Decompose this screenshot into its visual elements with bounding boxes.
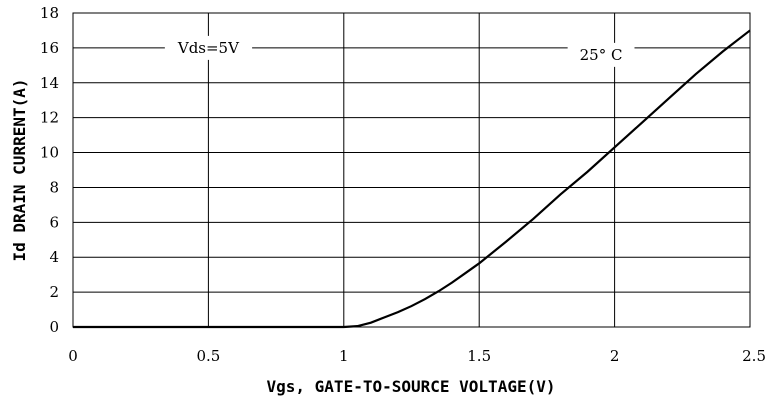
- x-tick-label: 0.5: [196, 347, 220, 365]
- annotation-label: Vds=5V: [177, 39, 240, 57]
- y-axis-label: Id DRAIN CURRENT(A): [10, 78, 29, 261]
- x-tick-label: 2: [610, 347, 620, 365]
- y-tick-label: 12: [40, 109, 59, 127]
- y-tick-label: 6: [49, 213, 59, 231]
- y-tick-label: 0: [49, 318, 59, 336]
- x-tick-label: 1.5: [467, 347, 491, 365]
- tick-labels: 0 2 4 6 8 10 12 14 16 18 0 0.5 1 1.5 2 2.5: [40, 4, 766, 365]
- annotation-background: [567, 42, 635, 67]
- plot-area: [72, 12, 751, 328]
- y-tick-label: 16: [40, 39, 59, 57]
- x-tick-label: 1: [339, 347, 349, 365]
- x-axis-label: Vgs, GATE-TO-SOURCE VOLTAGE(V): [267, 377, 556, 396]
- annotation-label: 25° C: [580, 46, 623, 64]
- y-tick-label: 14: [40, 74, 59, 92]
- y-tick-label: 18: [40, 4, 59, 22]
- y-tick-label: 8: [49, 178, 59, 196]
- y-tick-label: 2: [49, 283, 59, 301]
- annotation-background: [164, 35, 253, 60]
- y-tick-label: 10: [40, 144, 59, 162]
- y-tick-label: 4: [49, 248, 59, 266]
- series-line: [73, 29, 751, 329]
- annotations: Vds=5V 25° C: [164, 35, 635, 67]
- x-tick-label: 2.5: [742, 347, 766, 365]
- x-tick-label: 0: [68, 347, 78, 365]
